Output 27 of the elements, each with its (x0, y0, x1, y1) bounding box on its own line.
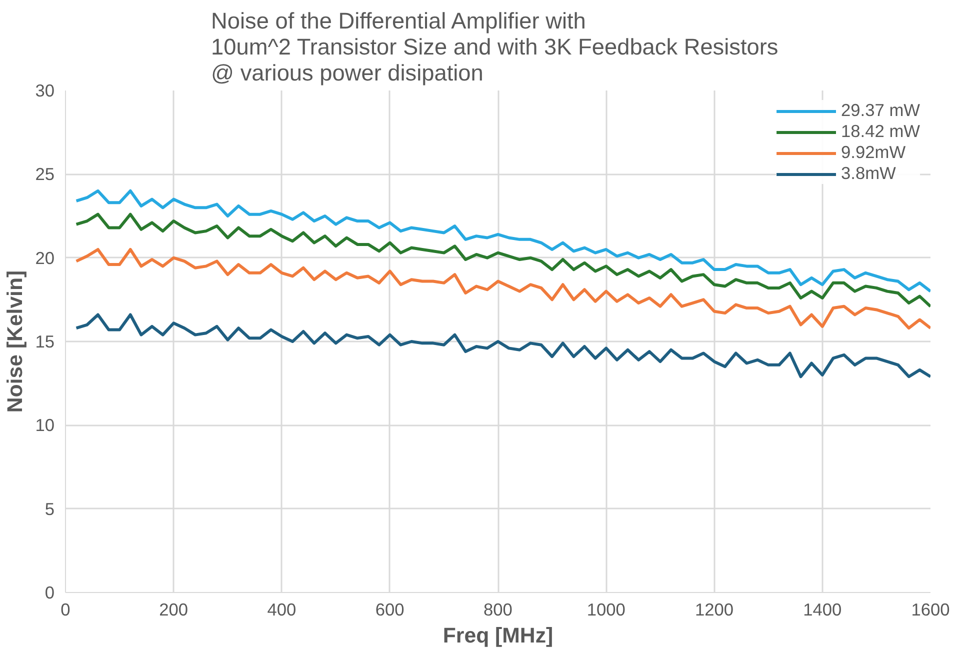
y-axis-title: Noise [Kelvin] (3, 270, 28, 413)
legend-label: 18.42 mW (841, 121, 920, 142)
y-tick-label: 0 (44, 582, 55, 602)
legend-label: 9.92mW (841, 142, 906, 163)
x-tick-label: 0 (60, 600, 70, 620)
y-tick-label: 5 (44, 498, 55, 519)
legend-label: 3.8mW (841, 163, 896, 184)
line-series (74, 313, 930, 378)
y-tick-label: 20 (35, 248, 55, 268)
y-tick-label: 25 (35, 164, 55, 184)
y-tick-label: 30 (35, 80, 55, 100)
line-series (74, 212, 930, 308)
x-tick-label: 200 (159, 600, 188, 620)
x-tick-label: 800 (484, 600, 512, 620)
x-axis-title: Freq [MHz] (442, 624, 554, 648)
y-tick-label: 15 (35, 332, 55, 352)
x-tick-label: 1400 (803, 600, 842, 620)
x-tick-label: 1600 (911, 600, 950, 620)
line-series (74, 248, 930, 330)
x-tick-label: 400 (267, 600, 296, 620)
chart-title: Noise of the Differential Amplifier with 10um^2 Transistor Size and with 3K Feedback Resistors @ various power disipation (211, 8, 778, 86)
line-series (74, 189, 930, 293)
x-tick-label: 1200 (694, 600, 734, 620)
x-tick-label: 600 (375, 600, 404, 620)
legend-label: 29.37 mW (841, 100, 920, 121)
x-tick-label: 1000 (586, 600, 626, 620)
y-tick-label: 10 (35, 415, 55, 436)
